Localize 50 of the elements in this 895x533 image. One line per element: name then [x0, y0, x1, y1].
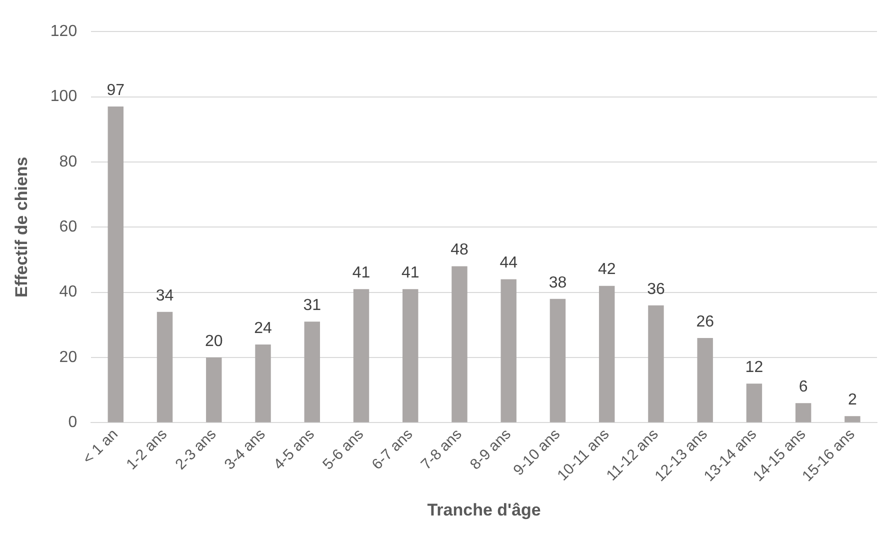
data-label: 36: [647, 280, 665, 298]
data-label: 31: [303, 297, 322, 314]
x-tick-label: 4-5 ans: [270, 426, 318, 474]
data-label: 26: [696, 313, 714, 330]
data-label: 42: [598, 261, 616, 278]
bar: [304, 322, 320, 422]
bar: [795, 403, 812, 422]
bar: [500, 279, 516, 422]
x-tick-label: 3-4 ans: [221, 426, 269, 474]
data-label: 48: [450, 242, 468, 259]
bar: [108, 106, 124, 422]
y-tick-label: 100: [50, 88, 78, 106]
y-tick-label: 0: [68, 414, 78, 432]
data-label: 44: [500, 254, 518, 272]
data-label: 34: [156, 287, 174, 304]
data-label: 41: [401, 264, 420, 282]
data-label: 41: [352, 264, 370, 282]
data-label: 20: [204, 332, 223, 350]
x-tick-label: 5-6 ans: [320, 426, 368, 474]
x-tick-label: 7-8 ans: [418, 426, 466, 474]
data-label: 38: [548, 274, 567, 292]
data-label: 12: [745, 358, 764, 376]
y-tick-label: 40: [59, 284, 78, 301]
bar: [697, 338, 713, 422]
x-tick-label: 6-7 ans: [368, 426, 416, 474]
x-tick-label: 2-3 ans: [172, 426, 220, 474]
y-tick-label: 80: [59, 153, 78, 170]
bar: [598, 286, 615, 422]
x-tick-label: < 1 an: [80, 426, 122, 468]
data-label: 24: [254, 320, 272, 337]
data-label: 6: [798, 378, 808, 396]
y-tick-label: 20: [59, 348, 78, 366]
bar: [550, 298, 566, 422]
y-axis-title: Effectif de chiens: [12, 156, 31, 298]
bar: [746, 384, 762, 422]
bar: [156, 312, 173, 422]
x-tick-label: 8-9 ans: [466, 426, 514, 474]
y-tick-label: 60: [59, 218, 78, 236]
y-tick-label: 120: [50, 23, 78, 40]
bar: [402, 289, 418, 422]
bar: [255, 344, 271, 422]
bar: [353, 289, 370, 422]
data-label: 2: [848, 392, 857, 409]
bar: [452, 266, 468, 422]
x-tick-label: 1-2 ans: [123, 426, 171, 474]
bar: [648, 305, 664, 422]
bar: [206, 358, 222, 422]
x-axis-title: Tranche d'âge: [427, 500, 541, 520]
data-label: 97: [106, 82, 125, 99]
bar: [844, 416, 860, 422]
